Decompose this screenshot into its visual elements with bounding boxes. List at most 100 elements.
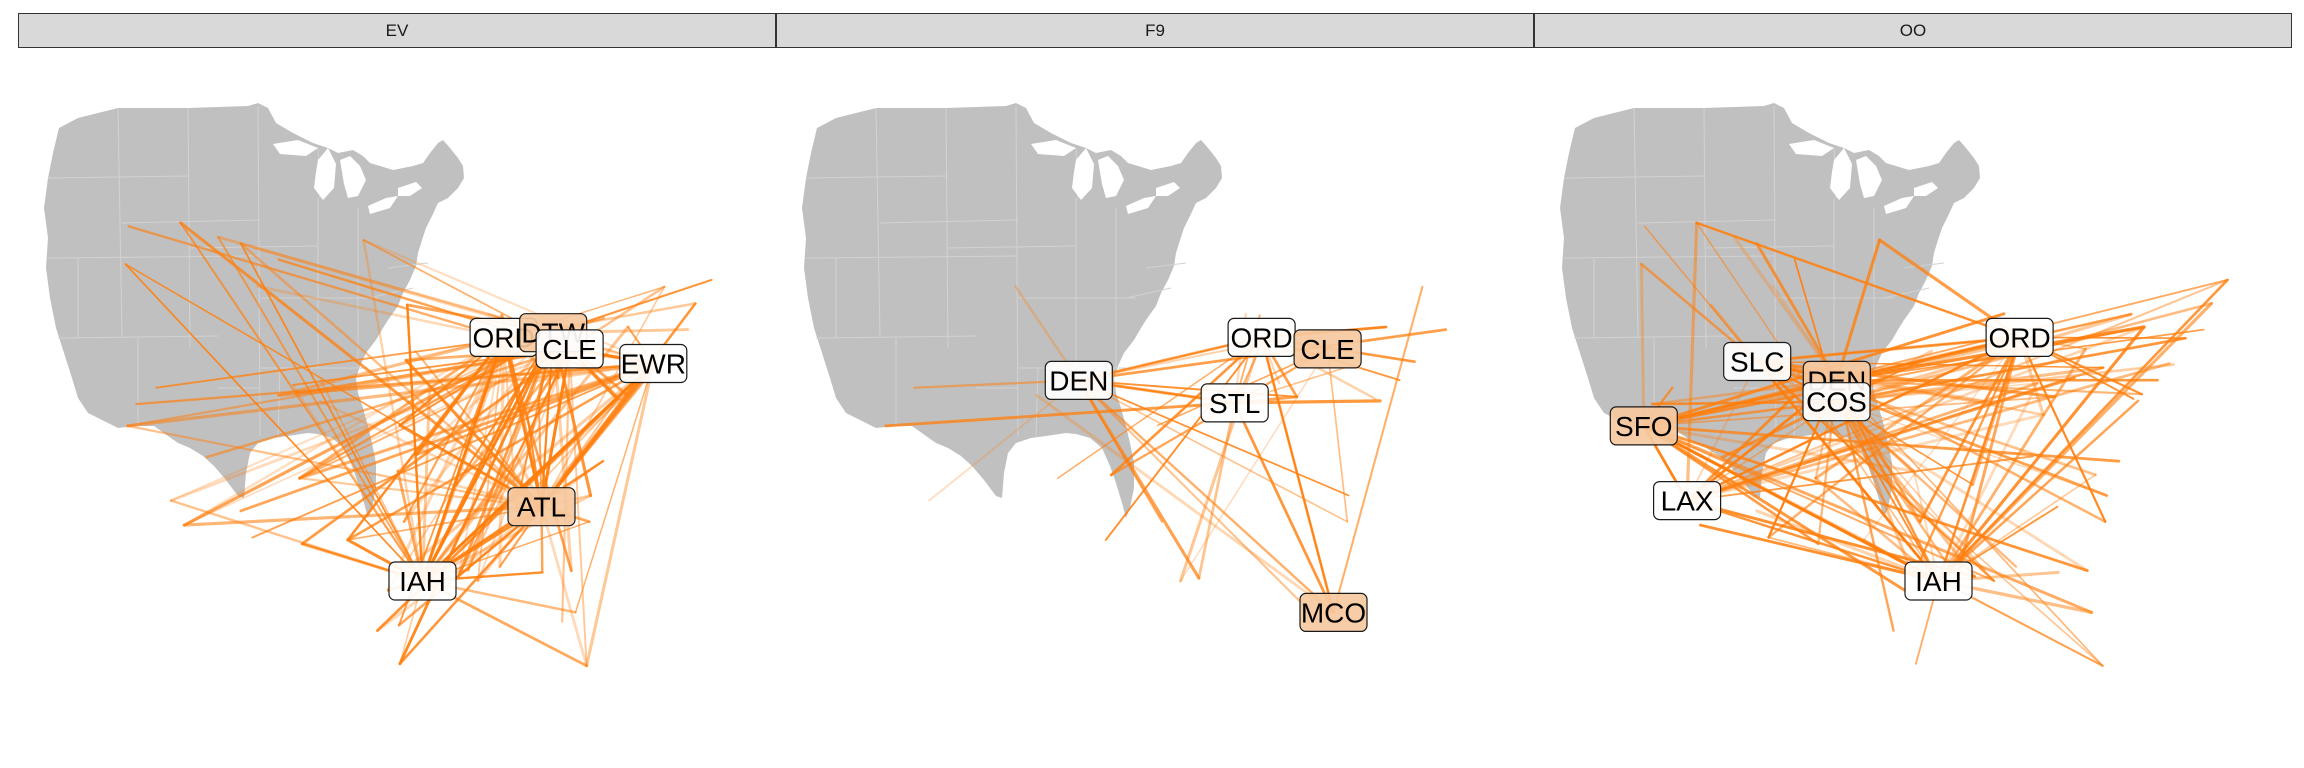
great-lake xyxy=(1789,140,1834,156)
state-border xyxy=(57,335,219,339)
route-lines xyxy=(884,284,1448,623)
state-border xyxy=(387,262,429,269)
route-line xyxy=(183,348,571,526)
us-landmass xyxy=(1560,103,1980,518)
state-border xyxy=(947,245,1077,249)
facet-strip-label: OO xyxy=(1899,20,1927,40)
state-border xyxy=(1145,262,1187,269)
route-line xyxy=(1835,379,2144,396)
route-line xyxy=(540,347,572,509)
state-border xyxy=(47,175,189,179)
route-line xyxy=(1937,335,2022,583)
route-line xyxy=(1936,325,2146,583)
hub-code: SFO xyxy=(1615,411,1673,442)
us-landmass xyxy=(802,103,1222,518)
route-lines xyxy=(1640,221,2229,668)
route-line xyxy=(457,347,571,578)
hub-code: ORD xyxy=(1988,322,2050,353)
route-line xyxy=(421,362,655,583)
route-line xyxy=(1178,335,1264,583)
route-line xyxy=(1834,312,2133,404)
route-line xyxy=(1642,424,1995,582)
route-line xyxy=(170,331,555,502)
route-line xyxy=(1835,400,1959,580)
route-line xyxy=(135,362,655,406)
route-line xyxy=(1642,424,2121,463)
hub-code: CLE xyxy=(542,334,596,365)
facet-strip-label: F9 xyxy=(1145,20,1165,40)
route-line xyxy=(1685,325,2146,502)
hub-code: IAH xyxy=(1915,566,1962,597)
route-line xyxy=(1835,238,1881,382)
state-border xyxy=(815,335,977,339)
route-line xyxy=(477,336,505,582)
great-lake xyxy=(1830,148,1852,200)
route-line xyxy=(1260,336,1335,614)
route-line xyxy=(1835,379,1895,632)
state-border xyxy=(1705,245,1835,249)
route-line xyxy=(1918,336,2021,524)
route-line xyxy=(1077,379,1350,497)
route-line xyxy=(477,348,571,582)
route-line xyxy=(414,350,543,508)
hub-label-cle: CLE xyxy=(535,329,604,369)
hub-label-mco: MCO xyxy=(1299,592,1368,633)
hub-code: SLC xyxy=(1730,347,1784,378)
route-line xyxy=(216,235,555,335)
great-lake xyxy=(1072,148,1094,200)
route-line xyxy=(1695,221,2021,339)
route-line xyxy=(421,339,507,583)
great-lake xyxy=(340,156,366,198)
route-line xyxy=(1640,262,1646,428)
route-line xyxy=(251,362,655,539)
route-line xyxy=(1197,401,1237,580)
great-lake xyxy=(368,196,398,214)
route-line xyxy=(1685,413,2045,503)
route-line xyxy=(1233,401,1335,614)
route-line xyxy=(421,331,555,583)
route-line xyxy=(319,400,543,508)
state-border xyxy=(1883,287,1930,299)
map-panel-ev: ORDDTWCLEEWRATLIAH xyxy=(44,103,713,668)
route-line xyxy=(182,505,544,527)
route-line xyxy=(1642,424,2089,573)
state-border xyxy=(875,107,881,339)
state-border xyxy=(257,105,261,437)
route-line xyxy=(1077,379,1349,523)
hub-code: DEN xyxy=(1049,365,1108,396)
route-line xyxy=(585,361,655,668)
hub-label-ord: ORD xyxy=(1227,317,1296,357)
state-border xyxy=(879,219,1019,224)
route-line xyxy=(1179,348,1329,582)
route-line xyxy=(421,390,431,583)
route-line xyxy=(1835,400,1976,578)
route-line xyxy=(362,238,424,583)
route-line xyxy=(1078,379,1335,614)
hub-label-cos: COS xyxy=(1802,382,1871,422)
great-lake xyxy=(1914,182,1938,196)
route-line xyxy=(124,263,424,582)
route-line xyxy=(1937,399,2140,583)
hub-code: LAX xyxy=(1661,486,1714,517)
route-line xyxy=(1642,424,1916,473)
map-panel-f9: ORD CLE DEN STL MCO xyxy=(802,103,1448,633)
route-line xyxy=(466,331,555,572)
route-line xyxy=(127,225,505,339)
route-line xyxy=(346,362,655,542)
route-line xyxy=(1686,278,2229,502)
route-line xyxy=(1109,336,1263,477)
route-line xyxy=(1937,347,2088,583)
hub-code: STL xyxy=(1209,388,1260,419)
state-border xyxy=(1573,335,1735,339)
route-line xyxy=(298,347,571,480)
route-line xyxy=(1835,379,2107,523)
hub-code: IAH xyxy=(399,566,446,597)
route-line xyxy=(540,347,572,509)
hub-label-lax: LAX xyxy=(1652,481,1722,521)
great-lake xyxy=(1126,196,1156,214)
route-line xyxy=(1835,400,1940,582)
route-line xyxy=(127,225,505,339)
route-line xyxy=(1685,499,1940,583)
state-border xyxy=(277,367,281,437)
